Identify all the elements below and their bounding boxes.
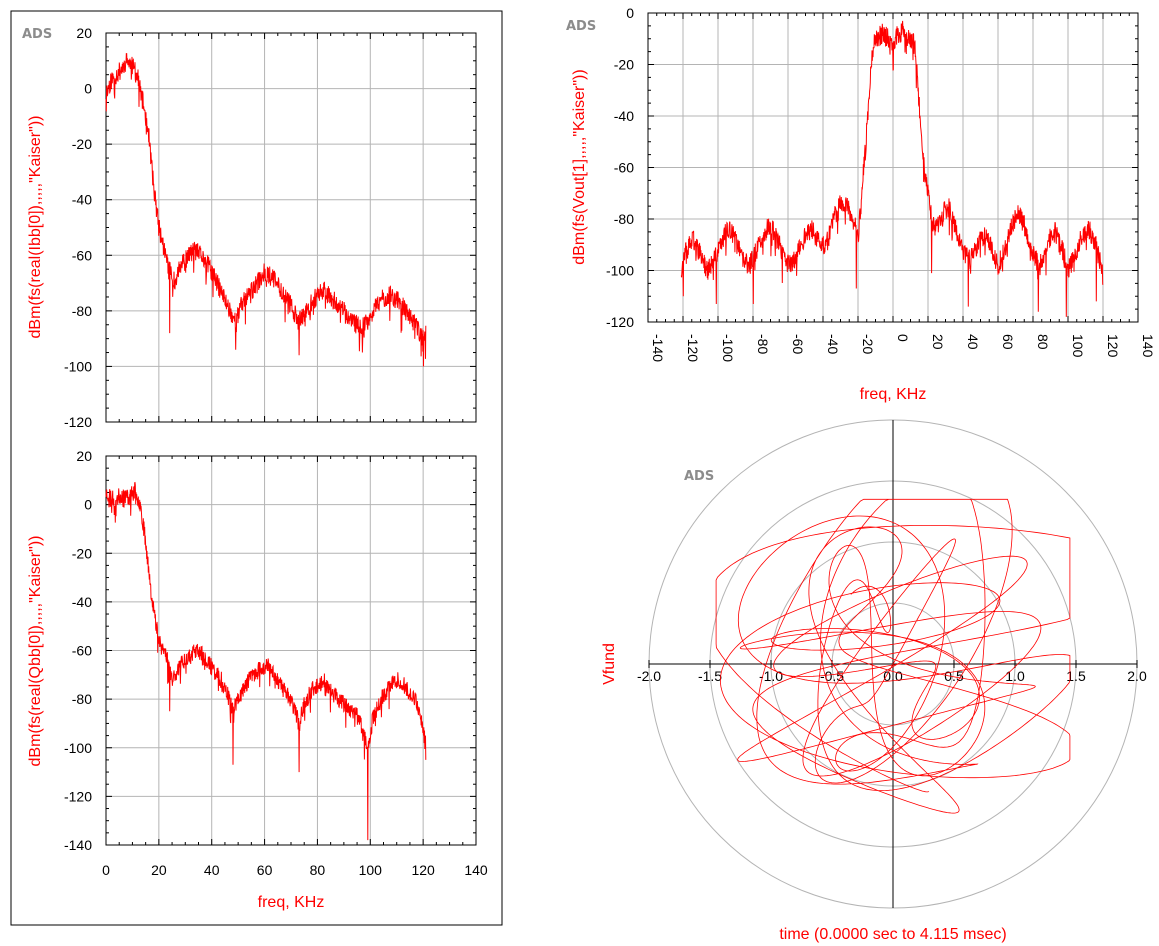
vout-y-tick-label: -120: [606, 314, 634, 330]
vout-x-tick-label: 100: [1070, 334, 1086, 358]
qbb-x-tick-label: 60: [257, 862, 273, 878]
qbb-x-tick-label: 40: [204, 862, 220, 878]
qbb-y-tick-labels: 20 0 -20 -40 -60 -80 -100 -120 -140: [64, 448, 92, 853]
qbb-y-tick-label: -60: [72, 643, 92, 659]
vout-x-axis-label: freq, KHz: [860, 386, 927, 403]
ibb-y-tick-label: -60: [72, 247, 92, 263]
vout-y-tick-label: 0: [626, 5, 634, 21]
chart-qbb: 20 0 -20 -40 -60 -80 -100 -120 -140 0 20 40 60 80 100…: [27, 448, 488, 911]
vout-x-tick-label: -60: [790, 334, 806, 354]
ibb-y-tick-label: -100: [64, 358, 92, 374]
ads-watermark-ibb: ADS: [22, 27, 52, 42]
qbb-x-tick-labels: 0 20 40 60 80 100 120 140: [102, 862, 488, 878]
vout-x-tick-label: 0: [895, 334, 911, 342]
vout-x-tick-label: 20: [930, 334, 946, 350]
qbb-y-tick-label: 20: [76, 448, 92, 464]
vfund-x-axis-label: time (0.0000 sec to 4.115 msec): [779, 926, 1006, 943]
vout-x-tick-label: 120: [1105, 334, 1121, 358]
ibb-plot-frame: [105, 32, 477, 423]
vout-y-tick-label: -40: [614, 108, 634, 124]
ibb-y-axis-label: dBm(fs(real(Ibb[0]),,,,,"Kaiser")): [27, 116, 44, 339]
qbb-y-tick-label: -100: [64, 740, 92, 756]
vfund-tick-label: -1.5: [698, 668, 722, 684]
qbb-y-tick-label: -40: [72, 594, 92, 610]
vout-y-tick-labels: 0 -20 -40 -60 -80 -100 -120: [606, 5, 634, 330]
vfund-tick-label: 0.5: [944, 668, 964, 684]
ibb-y-tick-label: -80: [72, 303, 92, 319]
ibb-grid: [105, 32, 477, 423]
vout-x-tick-label: 40: [965, 334, 981, 350]
vout-x-tick-label: -120: [685, 334, 701, 362]
qbb-y-tick-label: -20: [72, 545, 92, 561]
qbb-y-tick-label: -120: [64, 788, 92, 804]
vfund-tick-label: 1.5: [1066, 668, 1086, 684]
vfund-y-axis-label: Vfund: [601, 643, 618, 685]
ads-watermark-vout: ADS: [566, 19, 596, 34]
chart-vfund: -2.0 -1.5 -1.0 -0.5 0.0 0.5 1.0 1.5 2.0 Vfund ti…: [601, 419, 1147, 943]
vout-x-tick-label: -100: [720, 334, 736, 362]
ibb-y-tick-label: 0: [84, 81, 92, 97]
qbb-y-tick-label: -140: [64, 837, 92, 853]
vfund-tick-label: -2.0: [637, 668, 661, 684]
ibb-ticks: [105, 32, 477, 423]
chart-vout: 0 -20 -40 -60 -80 -100 -120 -140 -120 -100 -80 -60…: [571, 5, 1156, 403]
vfund-series-trajectory: [715, 498, 1071, 814]
vout-x-tick-label: 60: [1000, 334, 1016, 350]
qbb-x-tick-label: 20: [151, 862, 167, 878]
ads-watermark-vfund: ADS: [684, 469, 714, 484]
vout-x-tick-label: 140: [1140, 334, 1156, 358]
ibb-series-line: [105, 53, 427, 367]
chart-ibb: 20 0 -20 -40 -60 -80 -100 -120 dBm(fs(real(Ibb[…: [27, 25, 477, 430]
vout-y-tick-label: -80: [614, 211, 634, 227]
vout-y-axis-label: dBm(fs(Vout[1],,,,,"Kaiser")): [571, 69, 588, 264]
qbb-x-tick-label: 80: [310, 862, 326, 878]
vfund-tick-label: 2.0: [1127, 668, 1147, 684]
vout-y-tick-label: -60: [614, 160, 634, 176]
left-figure-frame: [10, 10, 503, 926]
vfund-tick-labels: -2.0 -1.5 -1.0 -0.5 0.0 0.5 1.0 1.5 2.0: [637, 668, 1147, 684]
vout-x-tick-labels: -140 -120 -100 -80 -60 -40 -20 0 20 40 60 80 100 120 1…: [650, 334, 1156, 362]
qbb-y-tick-label: 0: [84, 497, 92, 513]
ibb-y-tick-label: -40: [72, 192, 92, 208]
qbb-y-axis-label: dBm(fs(real(Qbb[0]),,,,,"Kaiser")): [27, 536, 44, 767]
vout-x-tick-label: -140: [650, 334, 666, 362]
qbb-x-tick-label: 100: [359, 862, 383, 878]
vfund-tick-label: 1.0: [1005, 668, 1025, 684]
qbb-y-tick-label: -80: [72, 691, 92, 707]
qbb-x-tick-label: 140: [464, 862, 488, 878]
vout-x-tick-label: -20: [860, 334, 876, 354]
vout-x-tick-label: -40: [825, 334, 841, 354]
qbb-x-axis-label: freq, KHz: [258, 894, 325, 911]
vout-ticks: [647, 12, 1139, 323]
vout-series-line: [680, 20, 1104, 317]
ibb-y-tick-labels: 20 0 -20 -40 -60 -80 -100 -120: [64, 25, 92, 430]
qbb-ticks: [105, 455, 477, 846]
ibb-y-tick-label: 20: [76, 25, 92, 41]
vout-x-tick-label: 80: [1035, 334, 1051, 350]
vout-y-tick-label: -100: [606, 263, 634, 279]
qbb-x-tick-label: 120: [411, 862, 435, 878]
qbb-series-line: [105, 481, 427, 841]
vout-x-tick-label: -80: [755, 334, 771, 354]
ibb-y-tick-label: -20: [72, 136, 92, 152]
qbb-x-tick-label: 0: [102, 862, 110, 878]
vout-y-tick-label: -20: [614, 57, 634, 73]
ibb-y-tick-label: -120: [64, 414, 92, 430]
